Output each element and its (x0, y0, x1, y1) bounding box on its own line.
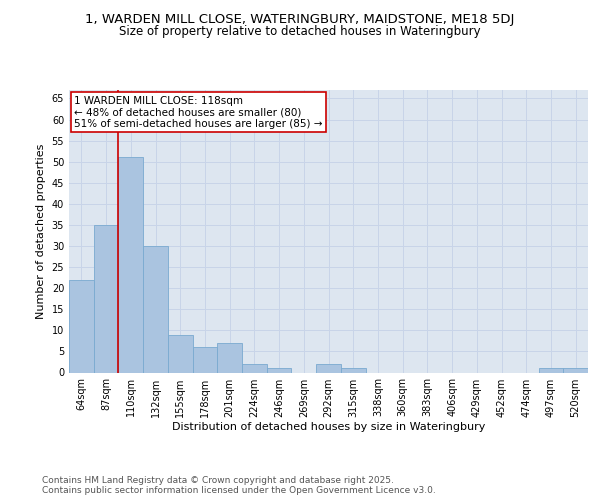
Bar (217, 343, 242, 372)
Text: 1, WARDEN MILL CLOSE, WATERINGBURY, MAIDSTONE, ME18 5DJ: 1, WARDEN MILL CLOSE, WATERINGBURY, MAID… (85, 12, 515, 26)
Bar (193, 347, 217, 372)
Text: 1 WARDEN MILL CLOSE: 118sqm
← 48% of detached houses are smaller (80)
51% of sem: 1 WARDEN MILL CLOSE: 118sqm ← 48% of det… (74, 96, 323, 129)
Text: Size of property relative to detached houses in Wateringbury: Size of property relative to detached ho… (119, 25, 481, 38)
Y-axis label: Number of detached properties: Number of detached properties (36, 144, 46, 319)
Bar (267, 368, 292, 372)
Bar (242, 364, 267, 372)
Bar (341, 368, 365, 372)
Bar (563, 368, 588, 372)
Bar (94, 225, 118, 372)
Bar (539, 368, 563, 372)
Bar (168, 334, 193, 372)
Text: Contains HM Land Registry data © Crown copyright and database right 2025.
Contai: Contains HM Land Registry data © Crown c… (42, 476, 436, 495)
Bar (316, 364, 341, 372)
Bar (69, 280, 94, 372)
X-axis label: Distribution of detached houses by size in Wateringbury: Distribution of detached houses by size … (172, 422, 485, 432)
Bar (118, 158, 143, 372)
Bar (143, 246, 168, 372)
